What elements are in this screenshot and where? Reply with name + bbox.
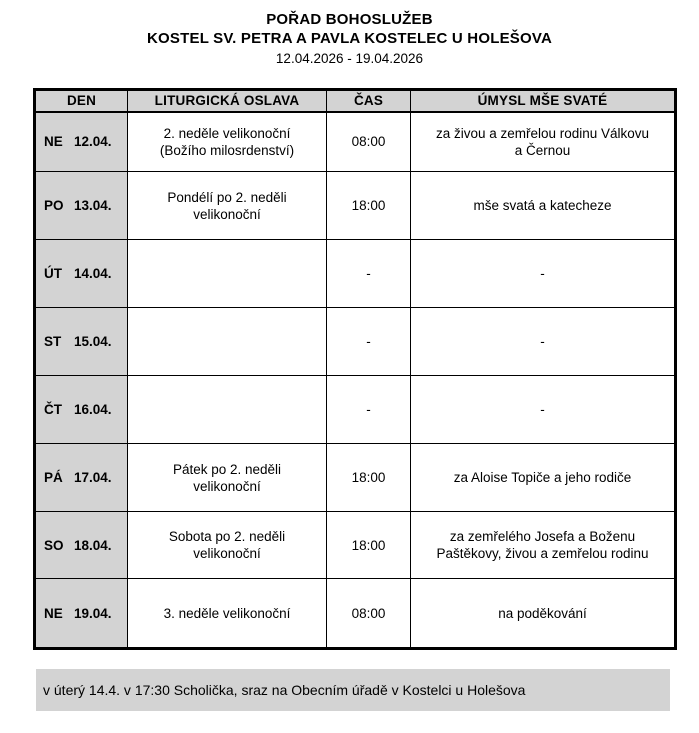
intention-cell: za zemřelého Josefa a Boženu Paštěkovy, … — [410, 511, 676, 579]
table-row: SO 18.04. Sobota po 2. neděli velikonoční… — [34, 511, 676, 579]
day-code: NE — [44, 605, 63, 621]
intention-cell: mše svatá a katecheze — [410, 171, 676, 240]
day-code: NE — [44, 134, 63, 150]
document-header: POŘAD BOHOSLUŽEB KOSTEL SV. PETRA A PAVL… — [0, 0, 699, 68]
day-date: 18.04. — [74, 537, 112, 553]
day-code: PO — [44, 198, 64, 213]
day-date: 17.04. — [74, 470, 112, 485]
day-code: ÚT — [44, 266, 62, 281]
time-cell: - — [326, 307, 411, 376]
table-row: ÚT 14.04. - - — [34, 239, 676, 308]
doc-title: POŘAD BOHOSLUŽEB — [266, 11, 433, 28]
intention-cell: - — [410, 375, 676, 444]
day-code: ST — [44, 334, 62, 349]
day-cell: NE 19.04. — [34, 578, 128, 649]
time-cell: 08:00 — [326, 578, 411, 649]
table-row: ČT 16.04. - - — [34, 375, 676, 444]
doc-date-range: 12.04.2026 - 19.04.2026 — [275, 51, 424, 66]
table-row: ST 15.04. - - — [34, 307, 676, 376]
day-date: 19.04. — [74, 605, 112, 621]
column-header-liturgicka-oslava: LITURGICKÁ OSLAVA — [127, 89, 327, 113]
celebration-cell: 3. neděle velikonoční — [127, 578, 327, 649]
day-date: 15.04. — [74, 334, 112, 349]
time-cell: - — [326, 375, 411, 444]
time-cell: 08:00 — [326, 111, 411, 172]
day-date: 16.04. — [74, 402, 112, 417]
footer-note: v úterý 14.4. v 17:30 Scholička, sraz na… — [36, 669, 670, 711]
column-header-den: DEN — [34, 89, 128, 113]
day-date: 12.04. — [74, 134, 112, 150]
table-row: NE 19.04. 3. neděle velikonoční 08:00 na … — [34, 578, 676, 649]
footer-note-text: v úterý 14.4. v 17:30 Scholička, sraz na… — [43, 682, 526, 698]
intention-cell: - — [410, 239, 676, 308]
celebration-cell — [127, 307, 327, 376]
celebration-cell: Sobota po 2. neděli velikonoční — [127, 511, 327, 579]
day-cell: PÁ 17.04. — [34, 443, 128, 512]
time-cell: - — [326, 239, 411, 308]
day-cell: ÚT 14.04. — [34, 239, 128, 308]
intention-cell: za Aloise Topiče a jeho rodiče — [410, 443, 676, 512]
time-cell: 18:00 — [326, 443, 411, 512]
doc-subtitle: KOSTEL SV. PETRA A PAVLA KOSTELEC U HOLE… — [147, 30, 552, 47]
table-row: NE 12.04. 2. neděle velikonoční (Božího m… — [34, 111, 676, 172]
day-cell: ČT 16.04. — [34, 375, 128, 444]
intention-cell: za živou a zemřelou rodinu Válkovu a Čer… — [410, 111, 676, 172]
day-date: 14.04. — [74, 266, 112, 281]
time-cell: 18:00 — [326, 511, 411, 579]
celebration-cell: Pondélí po 2. neděli velikonoční — [127, 171, 327, 240]
table-row: PO 13.04. Pondélí po 2. neděli velikonočn… — [34, 171, 676, 240]
celebration-cell — [127, 239, 327, 308]
day-cell: ST 15.04. — [34, 307, 128, 376]
day-cell: NE 12.04. — [34, 111, 128, 172]
time-cell: 18:00 — [326, 171, 411, 240]
celebration-cell: Pátek po 2. neděli velikonoční — [127, 443, 327, 512]
celebration-cell — [127, 375, 327, 444]
column-header-cas: ČAS — [326, 89, 411, 113]
day-code: PÁ — [44, 470, 63, 485]
table-row: PÁ 17.04. Pátek po 2. neděli velikonoční … — [34, 443, 676, 512]
schedule-table: DEN LITURGICKÁ OSLAVA ČAS ÚMYSL MŠE SVAT… — [33, 88, 677, 650]
column-header-umysl: ÚMYSL MŠE SVATÉ — [410, 89, 676, 113]
celebration-cell: 2. neděle velikonoční (Božího milosrdens… — [127, 111, 327, 172]
intention-cell: na poděkování — [410, 578, 676, 649]
day-cell: SO 18.04. — [34, 511, 128, 579]
day-cell: PO 13.04. — [34, 171, 128, 240]
intention-cell: - — [410, 307, 676, 376]
header-row: DEN LITURGICKÁ OSLAVA ČAS ÚMYSL MŠE SVAT… — [34, 89, 676, 113]
day-code: SO — [44, 537, 64, 553]
day-date: 13.04. — [74, 198, 112, 213]
day-code: ČT — [44, 402, 62, 417]
